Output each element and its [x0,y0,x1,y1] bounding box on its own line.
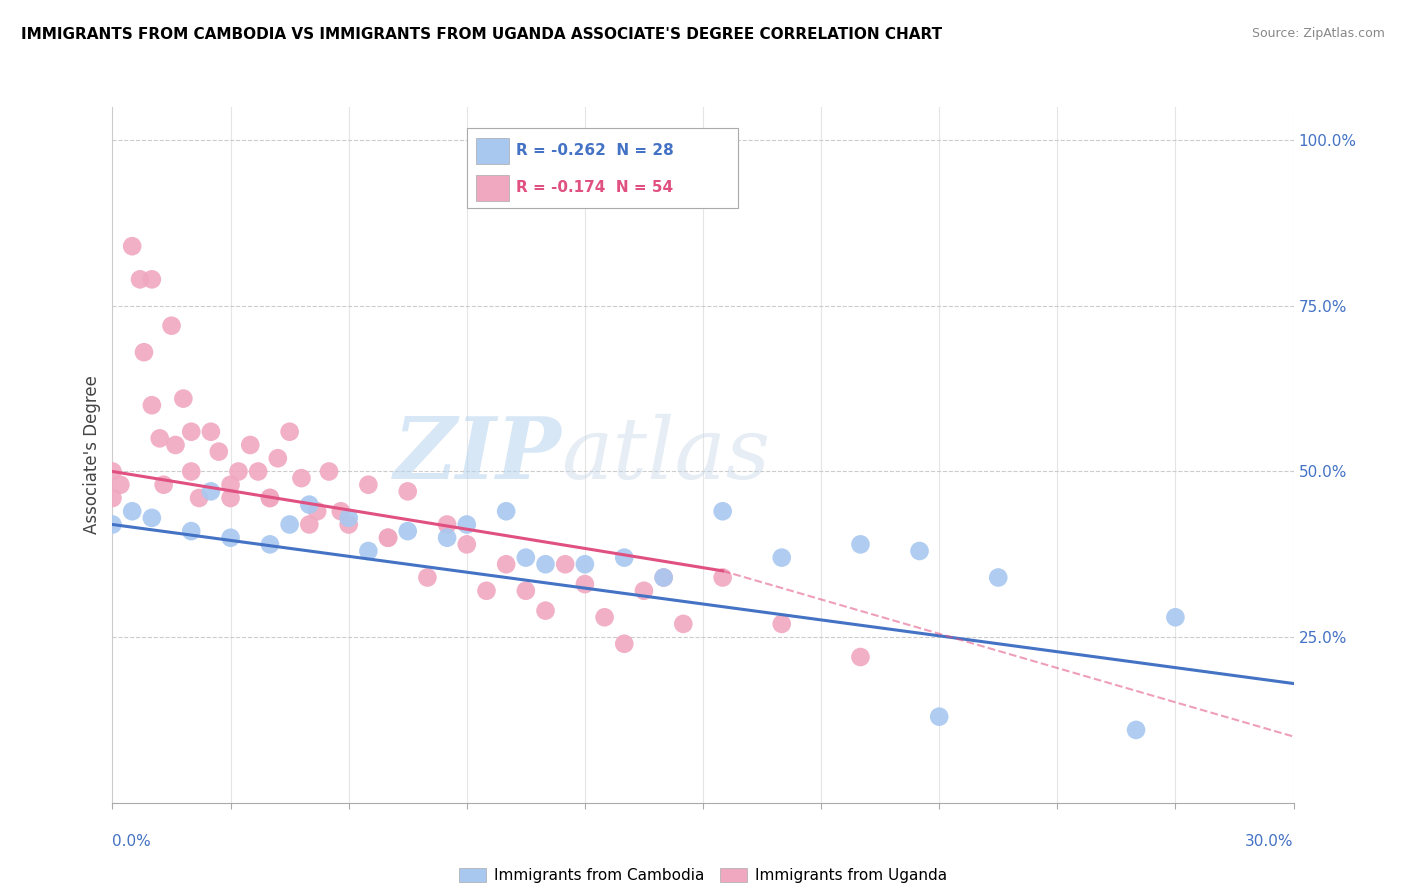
Point [613,550,636,565]
Point [149,431,172,445]
Text: 0.0%: 0.0% [112,834,152,849]
Point [377,531,399,545]
Point [534,558,557,572]
Point [132,345,155,359]
Bar [477,175,509,201]
Point [416,570,439,584]
Point [278,517,301,532]
Text: R = -0.262  N = 28: R = -0.262 N = 28 [516,144,673,159]
Point [633,583,655,598]
Point [110,477,132,491]
Point [711,504,734,518]
Point [219,491,242,505]
Point [337,517,360,532]
Point [574,577,596,591]
Point [290,471,312,485]
Point [267,451,290,466]
Point [172,392,194,406]
Point [849,650,872,665]
Point [908,544,931,558]
Point [574,558,596,572]
Point [436,531,458,545]
Point [165,438,187,452]
Point [180,465,202,479]
Text: IMMIGRANTS FROM CAMBODIA VS IMMIGRANTS FROM UGANDA ASSOCIATE'S DEGREE CORRELATIO: IMMIGRANTS FROM CAMBODIA VS IMMIGRANTS F… [21,27,942,42]
Point [1125,723,1147,737]
Point [396,484,419,499]
Point [593,610,616,624]
Point [652,570,675,584]
Point [141,272,163,286]
Point [160,318,183,333]
Point [188,491,211,505]
Point [318,465,340,479]
Point [495,504,517,518]
Point [200,425,222,439]
Point [259,491,281,505]
Point [298,517,321,532]
Point [613,637,636,651]
Point [239,438,262,452]
Point [515,583,537,598]
Point [307,504,329,518]
Point [987,570,1010,584]
Point [228,465,250,479]
Point [337,511,360,525]
Point [770,616,793,631]
Point [101,491,124,505]
Point [329,504,352,518]
Point [219,531,242,545]
Point [200,484,222,499]
Point [278,425,301,439]
Legend: Immigrants from Cambodia, Immigrants from Uganda: Immigrants from Cambodia, Immigrants fro… [453,862,953,889]
Point [121,504,143,518]
Text: atlas: atlas [561,414,770,496]
Point [515,550,537,565]
Point [141,398,163,412]
Point [259,491,281,505]
Point [101,465,124,479]
Point [554,558,576,572]
Text: 30.0%: 30.0% [1246,834,1294,849]
Point [396,524,419,538]
Point [141,511,163,525]
Text: Source: ZipAtlas.com: Source: ZipAtlas.com [1251,27,1385,40]
Point [652,570,675,584]
Point [377,531,399,545]
Point [456,517,478,532]
Point [456,537,478,551]
Point [180,524,202,538]
Point [436,517,458,532]
Point [121,239,143,253]
Point [357,544,380,558]
Point [101,517,124,532]
Point [357,477,380,491]
Point [672,616,695,631]
Point [849,537,872,551]
Bar [477,137,509,164]
Point [928,709,950,723]
Text: ZIP: ZIP [394,413,561,497]
Point [298,498,321,512]
Point [475,583,498,598]
FancyBboxPatch shape [467,128,738,208]
Point [208,444,231,458]
Point [129,272,152,286]
Point [219,477,242,491]
Point [1164,610,1187,624]
Y-axis label: Associate's Degree: Associate's Degree [83,376,101,534]
Point [495,558,517,572]
Point [247,465,270,479]
Point [770,550,793,565]
Point [711,570,734,584]
Point [152,477,174,491]
Point [534,604,557,618]
Point [180,425,202,439]
Text: R = -0.174  N = 54: R = -0.174 N = 54 [516,180,673,195]
Point [259,537,281,551]
